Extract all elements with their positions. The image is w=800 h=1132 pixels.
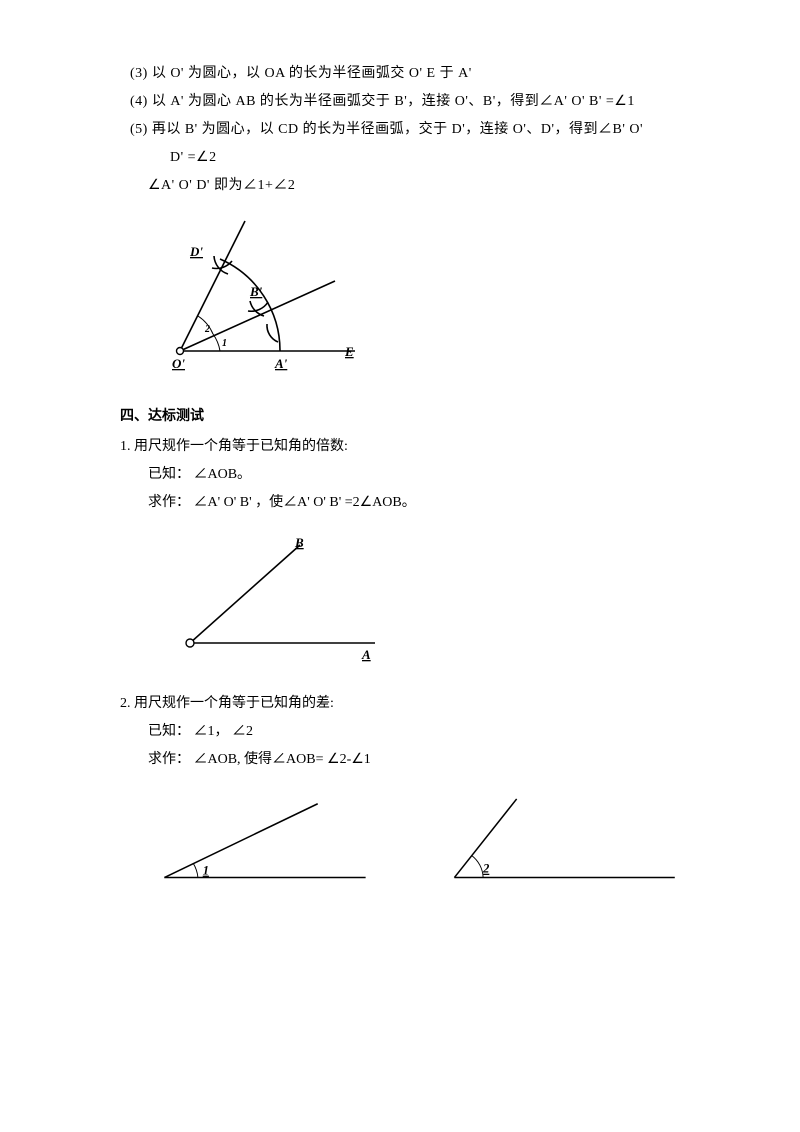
label-O-prime: O' (172, 356, 185, 371)
step-conclusion: ∠A' O' D' 即为∠1+∠2 (148, 172, 680, 200)
figure-arc-construction: O' A' E B' D' 1 2 (150, 216, 680, 387)
figure-angle-aob: B A (150, 533, 680, 674)
section-4-title: 四、达标测试 (120, 403, 680, 431)
problem-1-head: 1. 用尺规作一个角等于已知角的倍数: (120, 433, 680, 461)
document-page: (3) 以 O' 为圆心，以 OA 的长为半径画弧交 O' E 于 A' (4)… (0, 0, 800, 954)
label-D-prime: D' (189, 244, 203, 259)
angle-1-diagram: 1 (150, 794, 370, 894)
label-B-prime: B' (249, 284, 263, 299)
label-E: E (344, 344, 354, 359)
label-angle-1: 1 (222, 338, 227, 349)
problem-2: 2. 用尺规作一个角等于已知角的差: 已知： ∠1， ∠2 求作： ∠AOB, … (120, 690, 680, 774)
label-B: B (294, 535, 304, 550)
problem-1-given: 已知： ∠AOB。 (148, 461, 680, 489)
angle-2-diagram: 2 (440, 794, 680, 894)
label-A: A (361, 647, 371, 662)
problem-2-given: 已知： ∠1， ∠2 (148, 718, 680, 746)
problem-2-head: 2. 用尺规作一个角等于已知角的差: (120, 690, 680, 718)
label-angle2: 2 (483, 862, 490, 876)
figure-two-angles: 1 2 (150, 794, 680, 894)
label-A-prime: A' (274, 356, 288, 371)
step-5-line2: D' =∠2 (170, 144, 680, 172)
problem-1: 1. 用尺规作一个角等于已知角的倍数: 已知： ∠AOB。 求作： ∠A' O'… (120, 433, 680, 517)
problem-1-todo: 求作： ∠A' O' B' ，使∠A' O' B' =2∠AOB。 (148, 489, 680, 517)
step-5-line1: (5) 再以 B' 为圆心，以 CD 的长为半径画弧，交于 D'，连接 O'、D… (130, 116, 680, 144)
step-3: (3) 以 O' 为圆心，以 OA 的长为半径画弧交 O' E 于 A' (130, 60, 680, 88)
label-angle1: 1 (203, 864, 209, 878)
label-angle-2: 2 (204, 324, 210, 335)
problem-2-todo: 求作： ∠AOB, 使得∠AOB= ∠2-∠1 (148, 746, 680, 774)
step-4: (4) 以 A' 为圆心 AB 的长为半径画弧交于 B'，连接 O'、B'，得到… (130, 88, 680, 116)
